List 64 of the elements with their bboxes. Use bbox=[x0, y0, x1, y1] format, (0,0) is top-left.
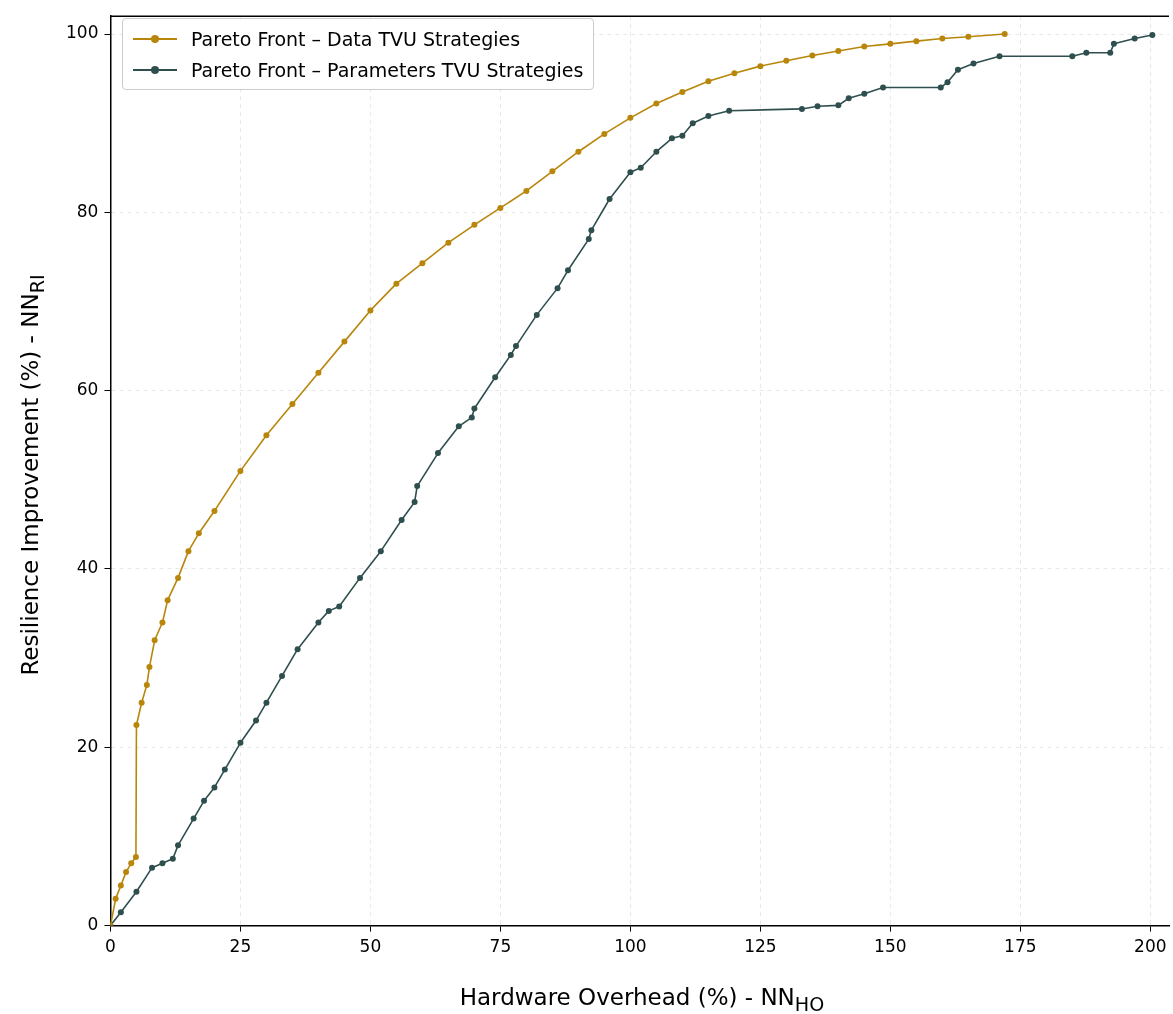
x-axis-title: Hardware Overhead (%) - NN$_{HO}$ bbox=[458, 984, 826, 1014]
point bbox=[237, 467, 244, 474]
point bbox=[887, 40, 894, 47]
point bbox=[445, 239, 452, 246]
x-tick-label: 150 bbox=[874, 936, 907, 957]
point bbox=[679, 88, 686, 95]
legend-label: Pareto Front – Data TVU Strategies bbox=[191, 27, 521, 50]
point bbox=[549, 168, 556, 175]
y-tick-label: 40 bbox=[76, 557, 99, 578]
point bbox=[653, 100, 660, 107]
point bbox=[315, 369, 322, 376]
point bbox=[138, 699, 145, 706]
point bbox=[627, 114, 634, 121]
x-tick-label: 100 bbox=[614, 936, 647, 957]
legend-label: Pareto Front – Parameters TVU Strategies bbox=[191, 58, 584, 81]
point bbox=[705, 78, 712, 85]
x-tick-label: 175 bbox=[1004, 936, 1037, 957]
point bbox=[112, 895, 119, 902]
point bbox=[731, 70, 738, 77]
point bbox=[151, 637, 158, 644]
point bbox=[783, 57, 790, 64]
x-tick-label: 0 bbox=[105, 936, 116, 957]
point bbox=[523, 187, 530, 194]
point bbox=[393, 280, 400, 287]
point bbox=[146, 664, 153, 671]
point bbox=[861, 43, 868, 50]
x-tick-label: 125 bbox=[744, 936, 777, 957]
point bbox=[195, 530, 202, 537]
point bbox=[289, 401, 296, 408]
point bbox=[175, 574, 182, 581]
x-tick-label: 200 bbox=[1134, 936, 1167, 957]
point bbox=[809, 52, 816, 59]
point bbox=[133, 722, 140, 728]
point bbox=[575, 148, 582, 155]
point bbox=[132, 853, 139, 860]
y-tick-label: 0 bbox=[87, 914, 99, 935]
point bbox=[1001, 31, 1008, 38]
point bbox=[211, 508, 218, 515]
point bbox=[835, 47, 842, 54]
point bbox=[419, 260, 426, 267]
point bbox=[471, 221, 478, 228]
point bbox=[123, 869, 130, 876]
point bbox=[117, 882, 124, 889]
point bbox=[367, 307, 374, 314]
point bbox=[939, 35, 946, 42]
point bbox=[185, 548, 192, 555]
point bbox=[497, 204, 504, 211]
y-tick-label: 20 bbox=[76, 735, 99, 756]
y-tick-label: 80 bbox=[76, 200, 99, 221]
y-tick-label: 100 bbox=[65, 22, 99, 43]
point bbox=[341, 338, 348, 345]
point bbox=[913, 38, 920, 45]
x-tick-label: 75 bbox=[489, 936, 512, 957]
x-tick-label: 25 bbox=[229, 936, 252, 957]
point bbox=[263, 432, 270, 439]
point bbox=[128, 860, 135, 867]
point bbox=[164, 597, 171, 604]
y-tick-label: 60 bbox=[76, 379, 99, 400]
point bbox=[965, 33, 972, 40]
point bbox=[159, 619, 166, 626]
point bbox=[143, 681, 150, 688]
point bbox=[601, 130, 608, 137]
x-tick-label: 50 bbox=[359, 936, 382, 957]
point bbox=[757, 63, 764, 70]
